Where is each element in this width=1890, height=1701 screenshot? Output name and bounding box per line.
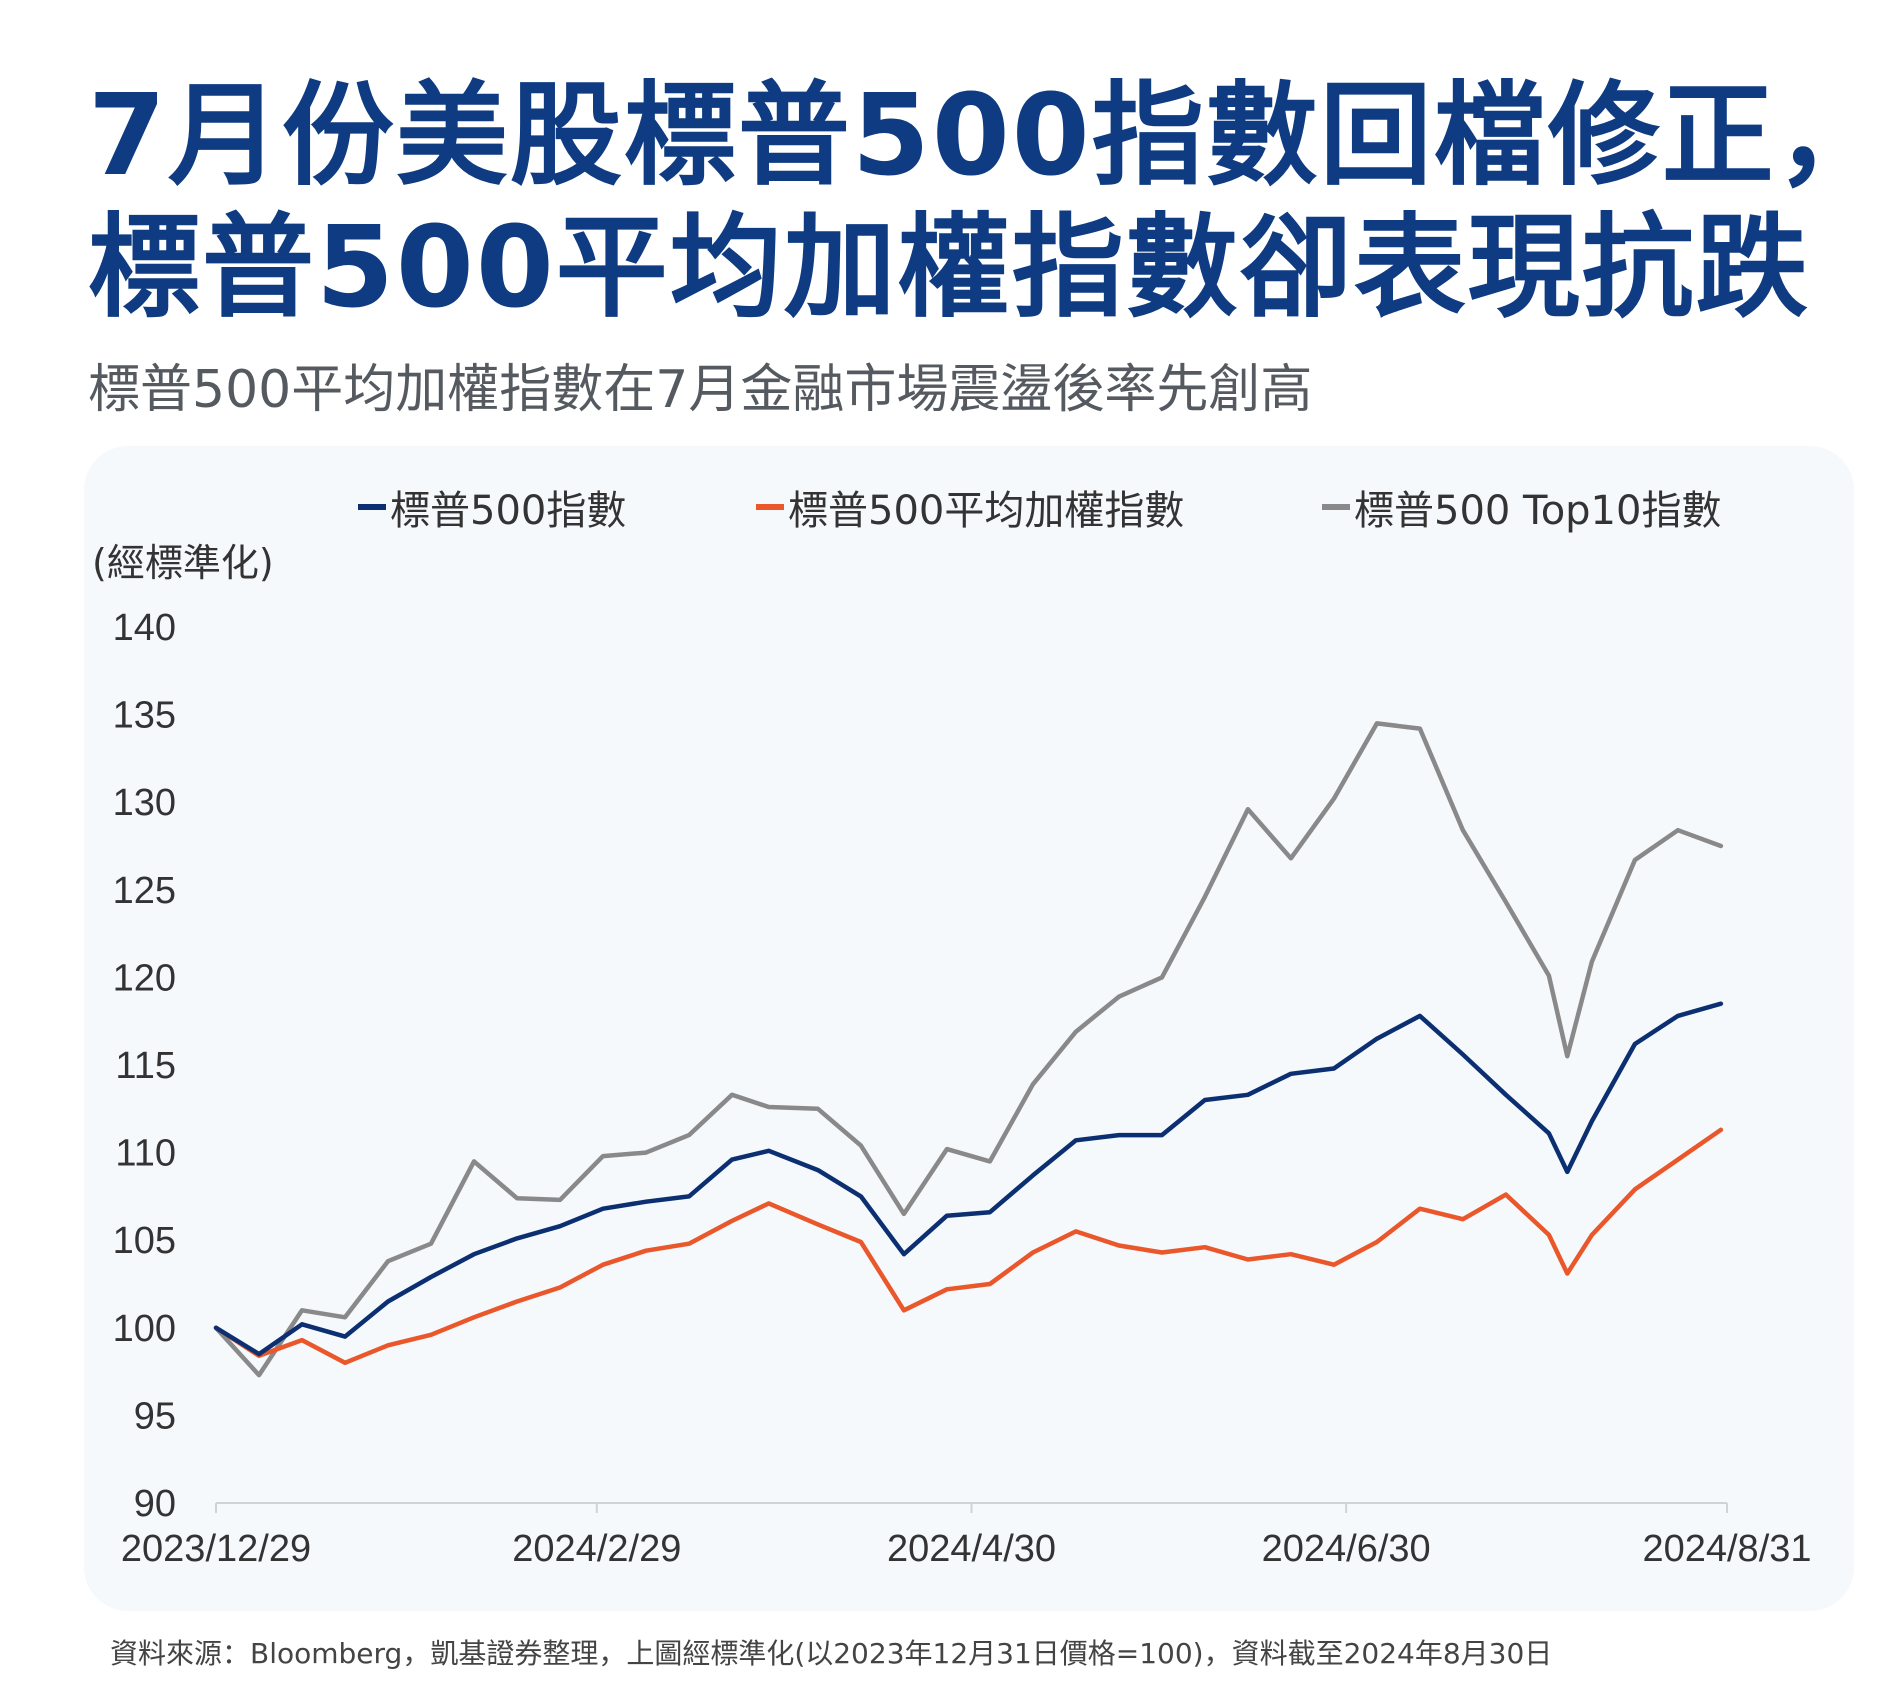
legend-label: 標普500指數 <box>390 488 627 534</box>
y-tick-label: 90 <box>134 1483 176 1525</box>
legend: 標普500指數 標普500平均加權指數 標普500 Top10指數 <box>0 478 1890 538</box>
series-line-sp500 <box>213 1001 1724 1357</box>
legend-item-sp500-top10: 標普500 Top10指數 <box>1322 478 1721 536</box>
source-note: 資料來源：Bloomberg，凱基證券整理，上圖經標準化(以2023年12月31… <box>110 1637 1553 1670</box>
legend-label: 標普500 Top10指數 <box>1354 488 1722 534</box>
series-line-sp500-top10 <box>213 721 1724 1378</box>
chart-subtitle: 標普500平均加權指數在7月金融市場震盪後率先創高 <box>88 360 1313 420</box>
legend-swatch <box>1322 504 1350 510</box>
legend-item-sp500: 標普500指數 <box>358 478 626 536</box>
y-tick-label: 120 <box>113 957 176 999</box>
series-line-sp500-equal-weight <box>213 1127 1724 1366</box>
x-tick-label: 2024/2/29 <box>512 1528 681 1570</box>
x-tick-label: 2024/4/30 <box>887 1528 1056 1570</box>
y-tick-label: 110 <box>115 1133 176 1175</box>
legend-swatch <box>756 504 784 510</box>
y-tick-label: 135 <box>113 695 176 737</box>
chart-title: 7月份美股標普500指數回檔修正， 標普500平均加權指數卻表現抗跌 <box>88 70 1890 334</box>
y-tick-label: 105 <box>113 1220 176 1262</box>
x-tick-label: 2024/6/30 <box>1262 1528 1431 1570</box>
y-tick-label: 95 <box>134 1395 176 1437</box>
y-tick-label: 115 <box>115 1045 176 1087</box>
x-tick-label: 2024/8/31 <box>1642 1528 1811 1570</box>
y-axis-unit-label: (經標準化) <box>92 541 274 585</box>
legend-label: 標普500平均加權指數 <box>788 488 1185 534</box>
y-tick-label: 125 <box>113 870 176 912</box>
title-line-1: 7月份美股標普500指數回檔修正， <box>88 71 1890 201</box>
legend-swatch <box>358 504 386 510</box>
y-tick-label: 100 <box>113 1308 176 1350</box>
y-tick-label: 140 <box>113 607 176 649</box>
legend-item-sp500-equal-weight: 標普500平均加權指數 <box>756 478 1184 536</box>
x-tick-label: 2023/12/29 <box>121 1528 311 1570</box>
y-tick-label: 130 <box>113 782 176 824</box>
title-line-2: 標普500平均加權指數卻表現抗跌 <box>88 203 1810 333</box>
